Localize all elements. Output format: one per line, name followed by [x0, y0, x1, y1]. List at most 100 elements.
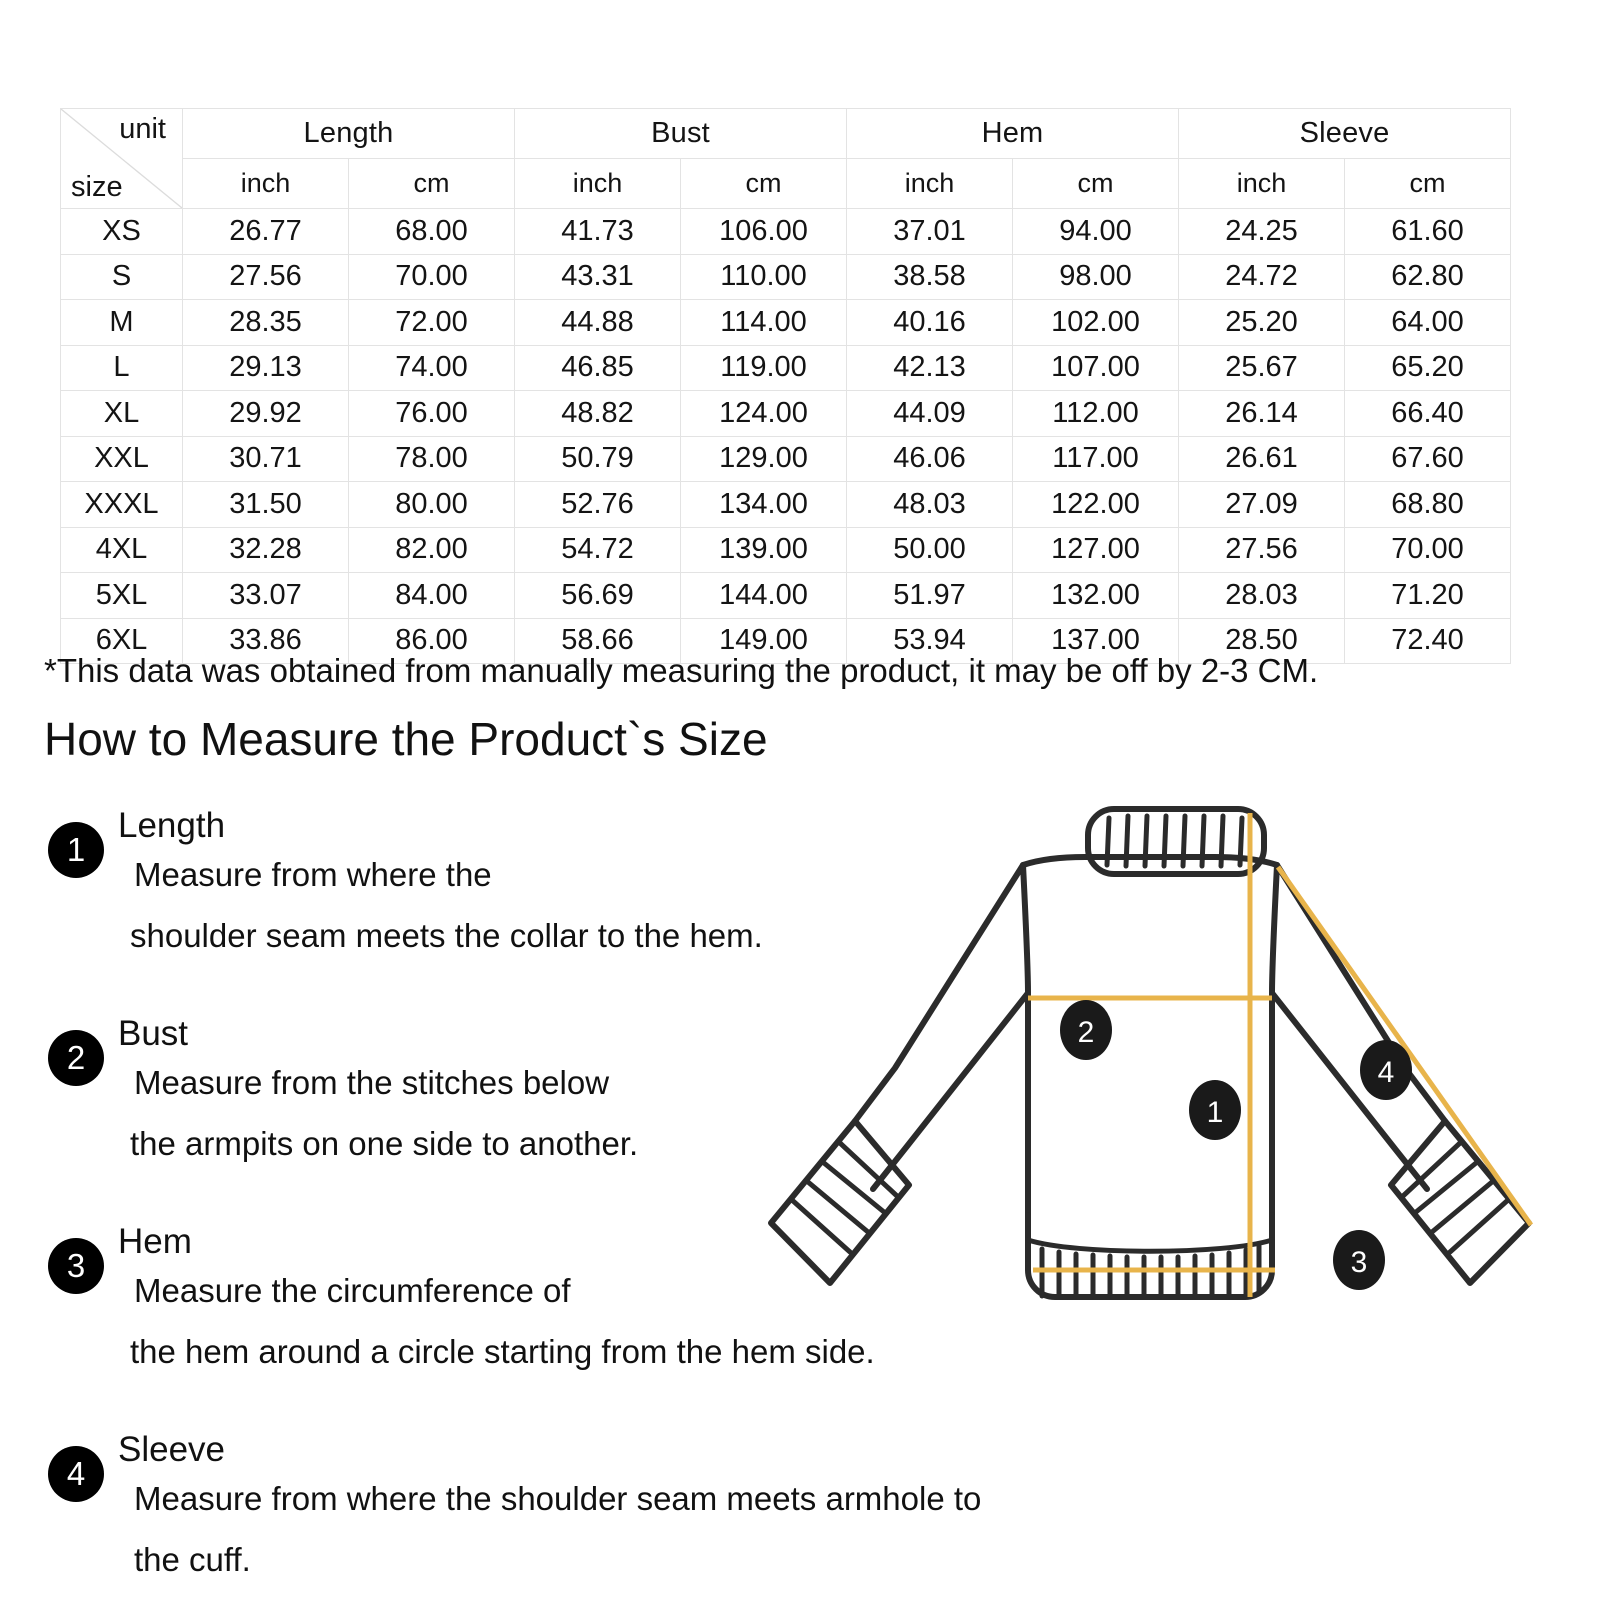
measurement-disclaimer-note: *This data was obtained from manually me…: [44, 652, 1319, 689]
table-body: XS 26.77 68.00 41.73 106.00 37.01 94.00 24.25 61…: [60, 208, 1511, 664]
table-cell-value: 71.20: [1344, 572, 1511, 619]
table-cell-value: 122.00: [1012, 481, 1179, 528]
table-cell-value: 41.73: [514, 208, 681, 255]
group-header-length: Length: [182, 108, 515, 159]
table-cell-value: 26.77: [182, 208, 349, 255]
measurement-guides: [1028, 813, 1534, 1297]
table-cell-value: 74.00: [348, 344, 515, 391]
step-description-length: Measure from where the shoulder seam mee…: [130, 844, 994, 966]
left-cuff: [768, 1118, 912, 1286]
table-cell-value: 26.14: [1178, 390, 1345, 437]
table-row: XXL 30.71 78.00 50.79 129.00 46.06 117.00 26.61…: [60, 435, 1511, 482]
table-cell-size: XXXL: [60, 481, 183, 528]
table-cell-value: 24.72: [1178, 253, 1345, 300]
table-cell-size: XS: [60, 208, 183, 255]
table-cell-value: 50.79: [514, 435, 681, 482]
table-cell-value: 114.00: [680, 299, 847, 346]
sweater-measurement-diagram: 2 4 1 3: [745, 785, 1555, 1315]
table-corner-cell: unit size: [60, 108, 183, 209]
table-cell-value: 27.56: [182, 253, 349, 300]
table-cell-value: 28.50: [1178, 617, 1345, 664]
table-cell-value: 44.88: [514, 299, 681, 346]
table-cell-value: 72.40: [1344, 617, 1511, 664]
table-cell-size: XL: [60, 390, 183, 437]
table-row: 4XL 32.28 82.00 54.72 139.00 50.00 127.00 27.56…: [60, 526, 1511, 573]
table-cell-value: 68.00: [348, 208, 515, 255]
subheader-sleeve-inch: inch: [1178, 158, 1345, 209]
subheader-bust-cm: cm: [680, 158, 847, 209]
table-cell-value: 27.56: [1178, 526, 1345, 573]
subheader-length-inch: inch: [182, 158, 349, 209]
left-cuff-ribbing-icon: [789, 1140, 900, 1255]
table-cell-value: 30.71: [182, 435, 349, 482]
step-line-2: shoulder seam meets the collar to the he…: [130, 917, 763, 954]
table-cell-value: 31.50: [182, 481, 349, 528]
table-cell-value: 53.94: [846, 617, 1013, 664]
table-cell-value: 68.80: [1344, 481, 1511, 528]
table-cell-value: 127.00: [1012, 526, 1179, 573]
table-cell-value: 48.03: [846, 481, 1013, 528]
table-cell-value: 62.80: [1344, 253, 1511, 300]
table-cell-value: 38.58: [846, 253, 1013, 300]
measurement-steps-list: 1 Length Measure from where the shoulder…: [44, 800, 981, 1602]
table-cell-value: 65.20: [1344, 344, 1511, 391]
table-cell-value: 46.85: [514, 344, 681, 391]
step-number-badge-1: 1: [48, 822, 104, 878]
collar-band: [1085, 806, 1267, 877]
table-cell-value: 86.00: [348, 617, 515, 664]
diagram-marker-3: 3: [1333, 1230, 1385, 1290]
table-cell-value: 139.00: [680, 526, 847, 573]
table-cell-value: 124.00: [680, 390, 847, 437]
table-cell-value: 37.01: [846, 208, 1013, 255]
table-cell-value: 64.00: [1344, 299, 1511, 346]
right-cuff: [1388, 1118, 1532, 1286]
table-cell-value: 66.40: [1344, 390, 1511, 437]
table-cell-size: 5XL: [60, 572, 183, 619]
subheader-sleeve-cm: cm: [1344, 158, 1511, 209]
size-chart-table: unit size Length Bust Hem Sleeve inch cm…: [60, 108, 1511, 664]
table-cell-value: 84.00: [348, 572, 515, 619]
subheader-bust-inch: inch: [514, 158, 681, 209]
left-sleeve-bottom-seam: [870, 990, 1031, 1192]
table-cell-value: 102.00: [1012, 299, 1179, 346]
diagram-markers: 2 4 1 3: [1060, 1000, 1412, 1290]
sweater-illustration-icon: 2 4 1 3: [768, 806, 1534, 1300]
table-cell-value: 32.28: [182, 526, 349, 573]
table-cell-value: 67.60: [1344, 435, 1511, 482]
left-sleeve-top-seam: [852, 862, 1026, 1124]
table-header: unit size Length Bust Hem Sleeve inch cm…: [60, 108, 1511, 209]
left-armhole: [1020, 862, 1031, 996]
step-description-hem: Measure the circumference of the hem aro…: [130, 1260, 994, 1382]
table-cell-value: 98.00: [1012, 253, 1179, 300]
table-row: XS 26.77 68.00 41.73 106.00 37.01 94.00 24.25 61…: [60, 208, 1511, 255]
table-row: XL 29.92 76.00 48.82 124.00 44.09 112.00 26.14 6…: [60, 390, 1511, 437]
sleeve-measure-line: [1275, 865, 1534, 1227]
table-cell-value: 33.86: [182, 617, 349, 664]
diagram-marker-2: 2: [1060, 1000, 1112, 1060]
step-number-badge-3: 3: [48, 1238, 104, 1294]
table-cell-value: 132.00: [1012, 572, 1179, 619]
group-header-bust: Bust: [514, 108, 847, 159]
step-line-1: Measure the circumference of: [134, 1272, 571, 1309]
table-cell-value: 107.00: [1012, 344, 1179, 391]
svg-text:3: 3: [1351, 1246, 1368, 1279]
table-cell-value: 25.20: [1178, 299, 1345, 346]
table-cell-value: 110.00: [680, 253, 847, 300]
table-cell-value: 25.67: [1178, 344, 1345, 391]
table-cell-value: 44.09: [846, 390, 1013, 437]
table-row: XXXL 31.50 80.00 52.76 134.00 48.03 122.00 27.0…: [60, 481, 1511, 528]
table-cell-size: M: [60, 299, 183, 346]
table-cell-size: L: [60, 344, 183, 391]
table-header-unit-row: inch cm inch cm inch cm inch cm: [61, 158, 1511, 209]
table-cell-value: 134.00: [680, 481, 847, 528]
step-item-sleeve: 4 Sleeve Measure from where the shoulder…: [44, 1424, 981, 1578]
table-cell-value: 48.82: [514, 390, 681, 437]
table-cell-size: S: [60, 253, 183, 300]
table-row: S 27.56 70.00 43.31 110.00 38.58 98.00 24.72 62.…: [60, 253, 1511, 300]
table-cell-value: 61.60: [1344, 208, 1511, 255]
step-line-1: Measure from the stitches below: [134, 1064, 610, 1101]
table-cell-value: 94.00: [1012, 208, 1179, 255]
size-label: size: [71, 171, 123, 203]
subheader-length-cm: cm: [348, 158, 515, 209]
table-cell-value: 33.07: [182, 572, 349, 619]
